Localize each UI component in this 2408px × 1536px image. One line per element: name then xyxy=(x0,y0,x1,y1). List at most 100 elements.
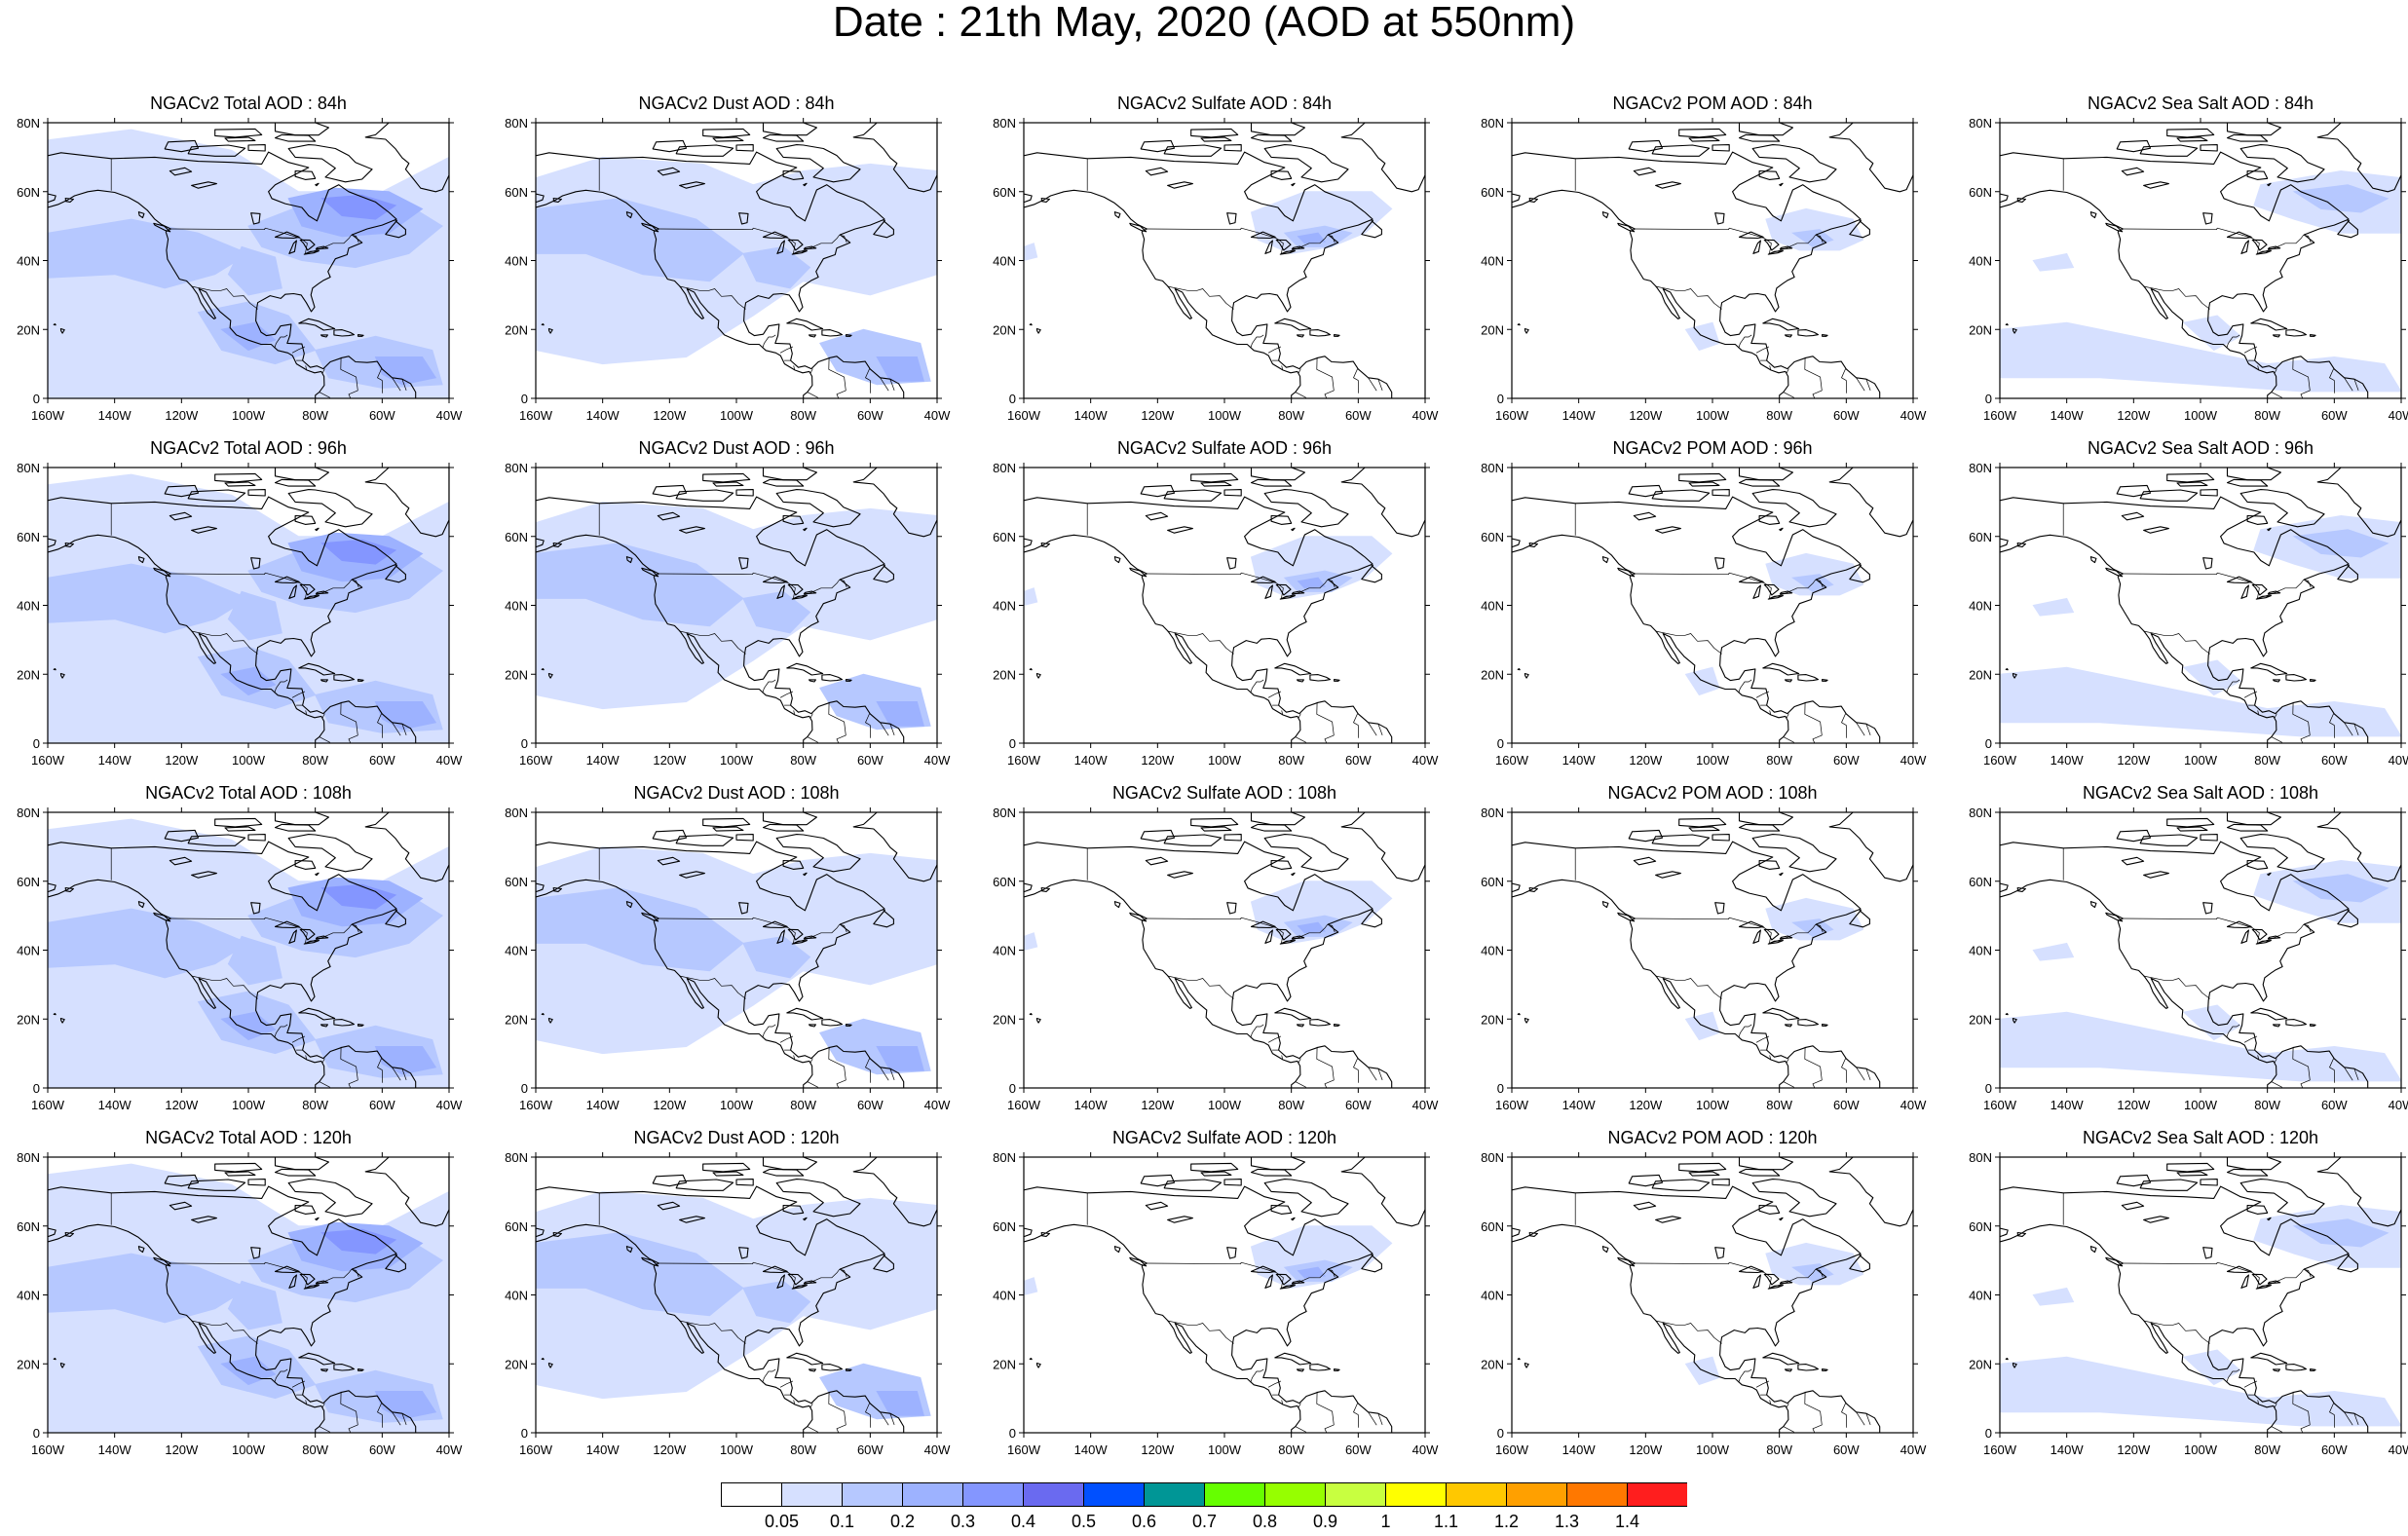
country-border xyxy=(1783,1426,1794,1433)
country-border xyxy=(291,346,306,354)
country-border xyxy=(1804,1391,1823,1433)
island-coastline xyxy=(1678,1162,1727,1173)
greenland-coastline xyxy=(852,123,937,193)
country-border xyxy=(1655,1320,1722,1344)
island-coastline xyxy=(846,1024,852,1027)
island-coastline xyxy=(1040,542,1050,547)
island-coastline xyxy=(2089,1246,2097,1254)
greenland-coastline xyxy=(1340,123,1425,193)
island-coastline xyxy=(803,1217,808,1221)
lat-tick-label: 80N xyxy=(1969,1150,1992,1165)
colorbar-label: 1.4 xyxy=(1615,1512,1639,1531)
island-coastline xyxy=(153,222,171,233)
aod-patch xyxy=(536,887,744,972)
island-coastline xyxy=(224,136,256,142)
island-coastline xyxy=(1758,169,1781,180)
lat-tick-label: 40N xyxy=(993,1289,1016,1303)
country-border xyxy=(2271,1426,2282,1433)
lake-outline xyxy=(679,526,705,534)
country-border xyxy=(401,1068,407,1081)
island-coastline xyxy=(2250,1007,2288,1021)
island-coastline xyxy=(1528,197,1538,203)
country-border xyxy=(319,1081,330,1088)
lake-outline xyxy=(776,584,785,599)
lake-outline xyxy=(1655,181,1681,189)
lat-tick-label: 80N xyxy=(993,1150,1016,1165)
island-coastline xyxy=(153,567,171,578)
island-coastline xyxy=(552,197,562,203)
country-border xyxy=(2243,1380,2258,1388)
greenland-coastline xyxy=(1828,123,1913,193)
lon-tick-label: 140W xyxy=(586,1442,621,1457)
lake-outline xyxy=(2121,511,2145,521)
lon-tick-label: 140W xyxy=(2051,408,2085,423)
island-coastline xyxy=(385,1254,406,1273)
island-coastline xyxy=(224,826,256,832)
island-coastline xyxy=(2239,1179,2325,1218)
island-coastline xyxy=(247,834,266,842)
island-coastline xyxy=(1129,567,1148,578)
lat-tick-label: 40N xyxy=(993,599,1016,614)
lake-outline xyxy=(274,1265,300,1274)
aod-patch xyxy=(2292,529,2389,558)
lon-tick-label: 60W xyxy=(857,408,884,423)
island-coastline xyxy=(59,1362,65,1368)
map-panel-total-120h: NGACv2 Total AOD : 120h 80N 60N 40N 20N 0 160W… xyxy=(4,1116,471,1457)
lake-outline xyxy=(776,240,785,254)
country-border xyxy=(274,679,288,693)
map-panel-seasalt-108h: NGACv2 Sea Salt AOD : 108h 80N 60N 40N 20N 0 1… xyxy=(1956,771,2408,1112)
lake-outline xyxy=(1145,1201,1169,1211)
lake-outline xyxy=(803,590,817,595)
lon-tick-label: 160W xyxy=(519,1442,553,1457)
island-coastline xyxy=(64,197,74,203)
island-coastline xyxy=(2285,674,2308,682)
lat-tick-label: 0 xyxy=(33,1081,40,1096)
island-coastline xyxy=(1688,136,1720,142)
island-coastline xyxy=(1712,489,1730,497)
island-coastline xyxy=(782,1204,805,1215)
panel-title: NGACv2 POM AOD : 120h xyxy=(1607,1128,1817,1147)
greenland-coastline xyxy=(2316,1157,2401,1227)
lat-tick-label: 40N xyxy=(1969,599,1992,614)
country-border xyxy=(2257,1055,2260,1060)
island-coastline xyxy=(1712,144,1730,152)
lon-tick-label: 120W xyxy=(653,1442,687,1457)
island-coastline xyxy=(1628,139,1664,153)
island-coastline xyxy=(2200,834,2218,842)
island-coastline xyxy=(625,211,633,219)
lat-tick-label: 80N xyxy=(1481,1150,1504,1165)
aod-patch xyxy=(1765,207,1864,251)
island-coastline xyxy=(2226,812,2281,826)
lon-tick-label: 40W xyxy=(924,408,951,423)
lon-tick-label: 80W xyxy=(1766,1098,1792,1112)
country-border xyxy=(1755,346,1770,354)
country-border xyxy=(1804,1046,1823,1088)
island-coastline xyxy=(1517,1358,1521,1361)
lake-outline xyxy=(1264,1274,1273,1289)
aod-field xyxy=(1024,1157,1425,1433)
country-border xyxy=(2274,713,2277,719)
country-border xyxy=(1368,1067,1377,1081)
country-border xyxy=(1167,285,1234,310)
island-coastline xyxy=(2246,1204,2269,1215)
country-border xyxy=(1738,679,1752,693)
lat-tick-label: 0 xyxy=(521,1081,528,1096)
lake-outline xyxy=(1779,590,1793,595)
aod-field xyxy=(536,468,937,743)
map-panel-sulfate-84h: NGACv2 Sulfate AOD : 84h 80N 60N 40N 20N 0 160… xyxy=(980,82,1448,423)
island-coastline xyxy=(552,542,562,547)
lat-tick-label: 80N xyxy=(993,116,1016,131)
north-america-coastline xyxy=(1512,1185,1881,1433)
island-coastline xyxy=(1140,484,1176,498)
lake-outline xyxy=(250,902,261,915)
lake-outline xyxy=(787,239,804,251)
aod-patch xyxy=(2000,666,2401,737)
island-coastline xyxy=(1601,211,1609,219)
lon-tick-label: 140W xyxy=(1562,753,1597,768)
island-coastline xyxy=(1758,514,1781,525)
island-coastline xyxy=(762,468,817,481)
lon-tick-label: 100W xyxy=(720,1442,754,1457)
country-border xyxy=(1841,713,1848,738)
country-border xyxy=(2143,630,2210,655)
island-coastline xyxy=(2267,182,2272,187)
